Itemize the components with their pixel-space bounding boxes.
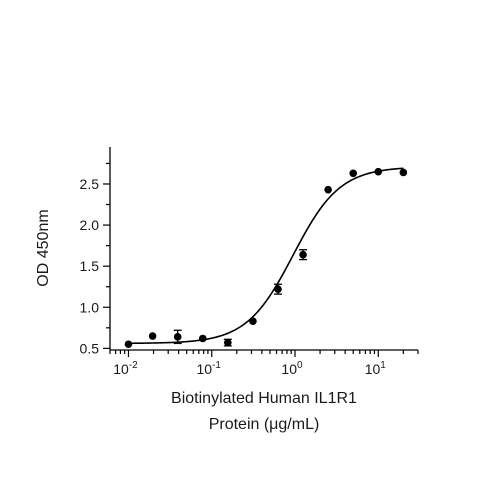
data-point (324, 185, 332, 194)
data-point (173, 333, 182, 341)
y-tick-label: 0.5 (80, 340, 100, 356)
data-point (274, 285, 282, 293)
data-point (224, 338, 232, 347)
fit-curve (128, 167, 404, 345)
data-point (399, 168, 408, 177)
y-tick-label: 1.0 (80, 299, 100, 315)
y-axis-title: OD 450nm (35, 209, 52, 286)
data-point (299, 250, 307, 259)
x-tick-label: 10-2 (113, 360, 138, 377)
y-tick-label: 1.5 (80, 258, 100, 274)
y-ticks: 0.5 1.0 1.5 2.0 2.5 (80, 162, 110, 356)
y-tick-label: 2.0 (80, 217, 100, 233)
data-point (198, 334, 207, 343)
data-points (124, 167, 408, 349)
x-ticks: 10-2 10-1 100 101 (109, 350, 419, 377)
x-axis-title-line-1: Biotinylated Human IL1R1 (171, 390, 357, 407)
y-tick-label: 2.5 (80, 176, 100, 192)
data-point (374, 167, 383, 176)
data-point (349, 169, 358, 178)
x-tick-label: 100 (281, 360, 303, 377)
x-axis-title-line-2: Protein (μg/mL) (209, 416, 320, 433)
data-point (124, 340, 133, 349)
x-tick-label: 10-1 (196, 360, 221, 377)
data-point (249, 317, 257, 326)
x-tick-label: 101 (365, 360, 387, 377)
data-point (148, 332, 157, 340)
